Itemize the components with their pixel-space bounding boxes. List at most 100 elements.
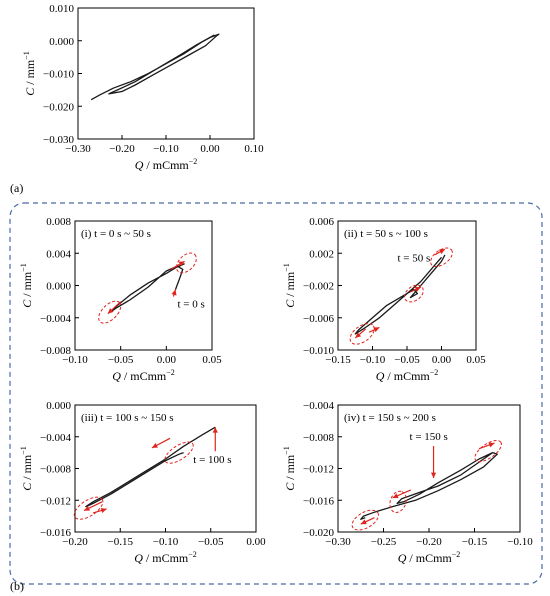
x-tick-label: −0.15 (325, 354, 351, 366)
direction-arrow-head (151, 443, 158, 448)
chart-b-i: −0.10 −0.05 0.00 0.05 0.008 0.004 0.000 −0.004 −… (19, 216, 222, 383)
direction-arrow-head (360, 519, 367, 525)
x-axis-label: Q / mCmm−2 (134, 550, 197, 565)
chart-b-iii: −0.20 −0.15 −0.10 −0.05 0.00 0.000 −0.004 −0.00… (19, 400, 266, 565)
y-tick-label: 0.010 (49, 3, 74, 15)
y-tick-label: −0.016 (303, 495, 334, 507)
direction-arrow-head (355, 332, 362, 338)
x-tick-label: −0.25 (371, 536, 397, 548)
chart-title: (iii) t = 100 s ~ 150 s (81, 412, 174, 424)
chart-a: −0.30 −0.20 −0.10 0.00 0.10 0.010 0.000 −0.010 −… (22, 3, 264, 172)
direction-arrow-head (107, 308, 114, 314)
y-tick-label: −0.030 (43, 134, 74, 146)
plot-area-b-iii (74, 404, 257, 533)
y-tick-label: −0.004 (40, 432, 71, 444)
y-tick-label: 0.000 (49, 36, 74, 48)
y-axis-label: C / mm−1 (22, 51, 37, 96)
panel-label-b: (b) (10, 579, 24, 593)
x-tick-label: −0.10 (153, 143, 179, 155)
x-tick-label: −0.10 (153, 536, 179, 548)
chart-b-ii: −0.15 −0.10 −0.05 0.00 0.05 0.006 0.002 −0.002 −… (282, 216, 486, 383)
dashed-loop-ellipse (73, 496, 104, 520)
chart-title: (i) t = 0 s ~ 50 s (81, 228, 151, 240)
y-tick-label: −0.020 (303, 527, 334, 539)
x-tick-label: −0.05 (198, 536, 224, 548)
dashed-loop-ellipse (176, 252, 197, 274)
dashed-loop-ellipse (351, 509, 379, 531)
time-marker-label: t = 150 s (410, 431, 448, 443)
x-tick-label: 0.10 (244, 143, 264, 155)
y-axis-label: C / mm−1 (19, 446, 34, 491)
charts-group: −0.30 −0.20 −0.10 0.00 0.100.0100.000−0.010−… (19, 3, 533, 565)
panel-label-a: (a) (10, 181, 23, 195)
chart-b-iv: −0.30 −0.25 −0.20 −0.15 −0.10 −0.004 −0.008 −0.… (282, 400, 533, 565)
y-tick-label: −0.012 (40, 495, 71, 507)
y-tick-label: −0.004 (40, 313, 71, 325)
y-tick-label: −0.010 (303, 345, 334, 357)
y-tick-label: −0.004 (303, 400, 334, 412)
direction-arrow-head (373, 327, 380, 333)
time-marker-arrow-head (430, 472, 437, 479)
y-tick-label: 0.002 (309, 248, 334, 260)
x-tick-label: 0.00 (246, 536, 266, 548)
y-tick-label: −0.008 (40, 464, 71, 476)
x-tick-label: −0.10 (360, 354, 386, 366)
direction-arrow-head (178, 261, 185, 267)
x-tick-label: −0.30 (65, 143, 91, 155)
dashed-loop-ellipse (430, 247, 453, 268)
data-curve (90, 33, 220, 101)
time-marker-label: t = 50 s (398, 252, 431, 264)
x-tick-label: 0.00 (432, 354, 452, 366)
x-tick-label: −0.05 (108, 354, 134, 366)
x-tick-label: −0.10 (507, 536, 533, 548)
x-tick-label: −0.20 (416, 536, 442, 548)
x-tick-label: −0.20 (109, 143, 135, 155)
data-curve (360, 451, 498, 520)
x-tick-label: −0.30 (325, 536, 351, 548)
direction-arrow-head (488, 442, 495, 448)
plot-area-b-iv (337, 404, 521, 533)
data-curve (85, 426, 216, 508)
y-tick-label: −0.010 (43, 69, 74, 81)
y-tick-label: 0.000 (46, 400, 71, 412)
chart-title: (ii) t = 50 s ~ 100 s (344, 228, 428, 240)
x-tick-label: −0.15 (462, 536, 488, 548)
time-marker-label: t = 0 s (177, 299, 204, 311)
x-tick-label: −0.20 (62, 536, 88, 548)
y-tick-label: −0.008 (303, 432, 334, 444)
dashed-loop-ellipse (404, 284, 424, 303)
x-axis-label: Q / mCmm−2 (376, 368, 439, 383)
y-tick-label: 0.008 (46, 216, 71, 228)
y-tick-label: 0.004 (46, 248, 71, 260)
chart-title: (iv) t = 150 s ~ 200 s (344, 412, 436, 424)
y-tick-label: −0.008 (40, 345, 71, 357)
direction-arrow-head (84, 505, 91, 511)
y-tick-label: −0.016 (40, 527, 71, 539)
y-tick-label: −0.002 (303, 281, 334, 293)
x-tick-label: 0.00 (157, 354, 177, 366)
time-marker-arrow-head (171, 289, 177, 296)
time-marker-arrow-head (212, 427, 218, 433)
y-axis-label: C / mm−1 (282, 446, 297, 491)
direction-arrow-head (100, 507, 107, 514)
y-tick-label: 0.006 (309, 216, 334, 228)
x-axis-label: Q / mCmm−2 (398, 550, 461, 565)
data-curve (354, 254, 446, 335)
dashed-loop-ellipse (474, 439, 502, 463)
y-axis-label: C / mm−1 (19, 263, 34, 308)
direction-arrow-head (392, 493, 399, 499)
x-tick-label: 0.05 (466, 354, 486, 366)
panel-b-dashed-frame (9, 202, 543, 585)
dashed-loop-ellipse (164, 441, 194, 464)
x-axis-label: Q / mCmm−2 (135, 157, 198, 172)
plot-area-a (77, 7, 255, 140)
dashed-loop-ellipse (349, 323, 375, 345)
x-tick-label: −0.10 (62, 354, 88, 366)
x-axis-label: Q / mCmm−2 (112, 368, 175, 383)
direction-arrow-head (438, 249, 445, 255)
direction-arrow-head (414, 287, 421, 292)
y-tick-label: −0.020 (43, 101, 74, 113)
x-tick-label: −0.15 (108, 536, 134, 548)
x-tick-label: 0.05 (202, 354, 222, 366)
